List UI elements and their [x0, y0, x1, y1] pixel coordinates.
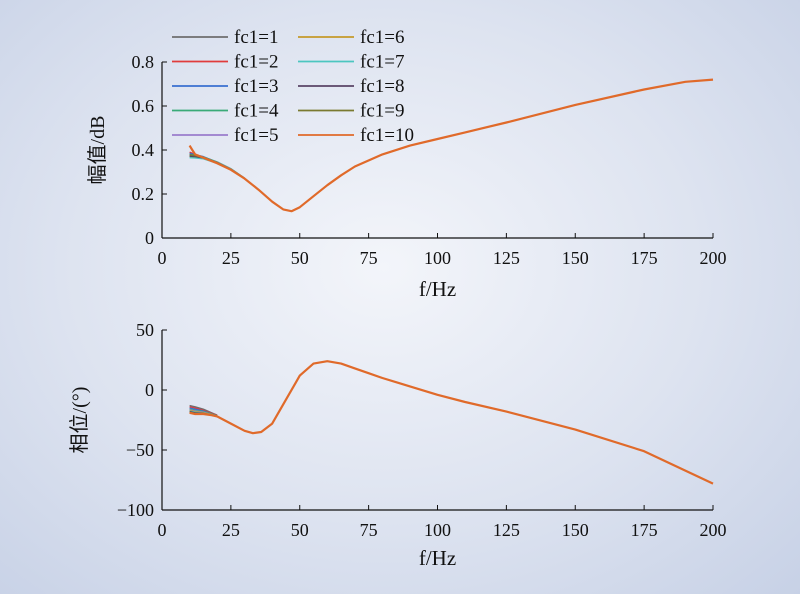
- y-tick-label: 50: [136, 320, 154, 340]
- x-tick-label: 75: [360, 520, 378, 540]
- x-tick-label: 0: [158, 520, 167, 540]
- legend-label: fc1=8: [360, 76, 404, 97]
- legend-label: fc1=6: [360, 27, 404, 48]
- x-tick-label: 25: [222, 248, 240, 268]
- x-axis-label: f/Hz: [419, 277, 456, 301]
- series-line-fc1-7: [189, 157, 245, 180]
- legend-label: fc1=10: [360, 125, 414, 146]
- series-line-fc1-8: [189, 155, 245, 180]
- x-tick-label: 150: [562, 248, 589, 268]
- legend-label: fc1=2: [234, 52, 278, 73]
- x-axis-label: f/Hz: [419, 546, 456, 570]
- amplitude-chart: 0 25 50 75 100 125 150 175 200 0 0.2 0.4 0.6 0.8 f/Hz 幅…: [86, 27, 727, 301]
- y-axis-label: 幅值/dB: [86, 116, 109, 185]
- y-tick-label: 0.6: [132, 96, 155, 116]
- y-tick-label: 0: [145, 228, 154, 248]
- y-tick-label: −100: [117, 500, 154, 520]
- x-tick-label: 0: [158, 248, 167, 268]
- x-tick-label: 150: [562, 520, 589, 540]
- series-line-fc1-6: [189, 155, 245, 180]
- legend-label: fc1=9: [360, 101, 404, 122]
- y-axis-label: 相位/(°): [68, 387, 91, 454]
- x-tick-label: 125: [493, 520, 520, 540]
- legend-label: fc1=7: [360, 52, 404, 73]
- y-tick-label: 0.4: [132, 140, 155, 160]
- x-tick-label: 25: [222, 520, 240, 540]
- series-line-fc1-10: [189, 360, 714, 485]
- legend-label: fc1=4: [234, 101, 279, 122]
- x-tick-label: 125: [493, 248, 520, 268]
- x-tick-label: 175: [631, 248, 658, 268]
- x-tick-label: 200: [700, 248, 727, 268]
- series-line-fc1-5: [189, 154, 245, 179]
- x-tick-label: 100: [424, 248, 451, 268]
- x-tick-label: 50: [291, 520, 309, 540]
- y-tick-label: 0: [145, 380, 154, 400]
- legend-label: fc1=1: [234, 27, 278, 48]
- x-tick-label: 75: [360, 248, 378, 268]
- phase-chart: 0 25 50 75 100 125 150 175 200 50 0 −50 −100 f/Hz 相位/(…: [68, 320, 727, 570]
- legend-label: fc1=5: [234, 125, 278, 146]
- y-tick-label: −50: [126, 440, 154, 460]
- y-tick-label: 0.8: [132, 52, 155, 72]
- y-tick-label: 0.2: [132, 184, 155, 204]
- legend-label: fc1=3: [234, 76, 278, 97]
- x-tick-label: 175: [631, 520, 658, 540]
- series-line-fc1-10: [188, 78, 714, 213]
- x-tick-label: 50: [291, 248, 309, 268]
- x-tick-label: 100: [424, 520, 451, 540]
- x-tick-label: 200: [700, 520, 727, 540]
